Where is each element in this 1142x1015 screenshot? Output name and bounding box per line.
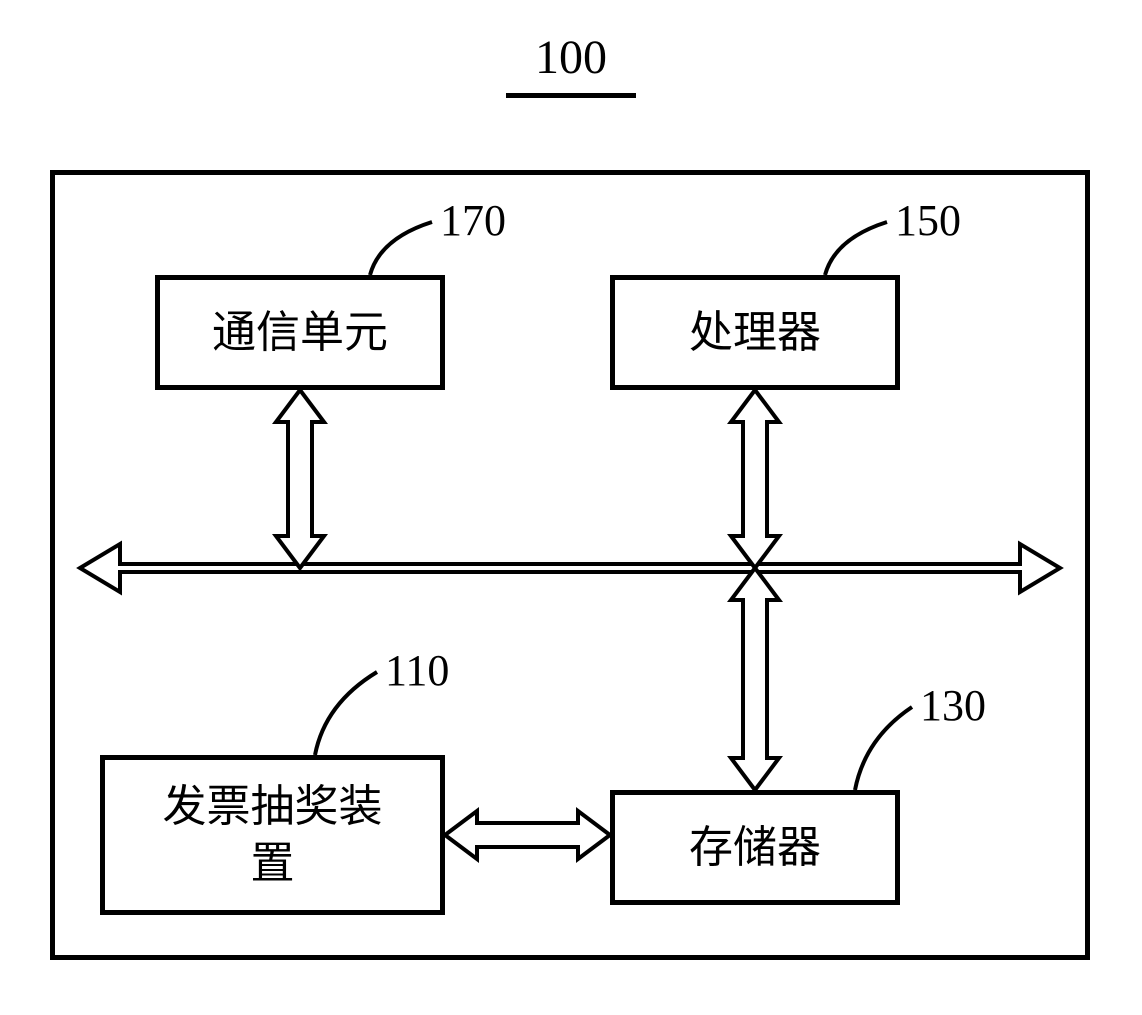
title-number: 100 (535, 30, 607, 85)
lottery-device-ref: 110 (385, 645, 449, 696)
title-underline (506, 93, 636, 98)
communication-unit-box: 通信单元 (155, 275, 445, 390)
communication-unit-ref: 170 (440, 195, 506, 246)
processor-box: 处理器 (610, 275, 900, 390)
lottery-device-label: 发票抽奖装 置 (163, 778, 383, 892)
diagram-title: 100 (0, 30, 1142, 98)
lottery-device-box: 发票抽奖装 置 (100, 755, 445, 915)
memory-label: 存储器 (689, 819, 821, 876)
processor-ref: 150 (895, 195, 961, 246)
processor-label: 处理器 (689, 304, 821, 361)
communication-unit-label: 通信单元 (212, 304, 388, 361)
memory-box: 存储器 (610, 790, 900, 905)
memory-ref: 130 (920, 680, 986, 731)
